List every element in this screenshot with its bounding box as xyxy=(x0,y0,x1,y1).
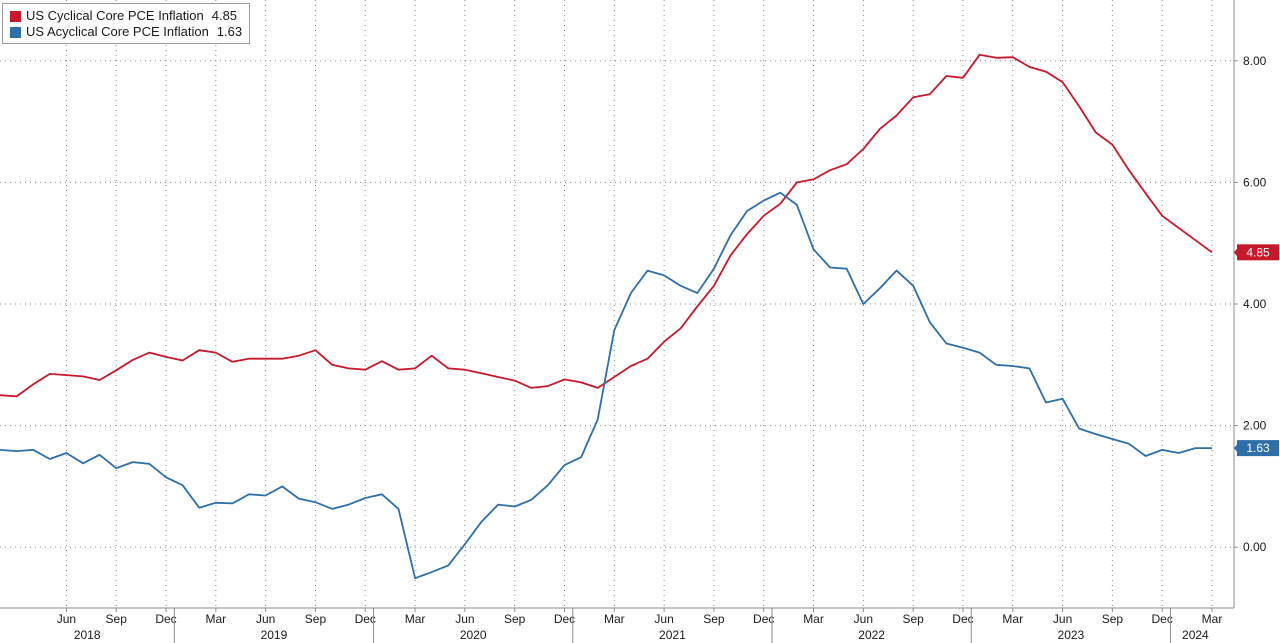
legend-item-cyclical: US Cyclical Core PCE Inflation 4.85 xyxy=(10,8,242,24)
x-tick-label: Mar xyxy=(803,612,824,626)
x-tick-label: Jun xyxy=(57,612,76,626)
legend-value-cyclical: 4.85 xyxy=(211,8,238,23)
x-tick-label: Mar xyxy=(205,612,226,626)
last-value-label-acyclical: 1.63 xyxy=(1246,441,1270,455)
last-value-pointer xyxy=(1234,247,1238,258)
x-tick-label: Sep xyxy=(1102,612,1124,626)
legend-swatch-cyclical xyxy=(10,10,21,22)
x-tick-label: Dec xyxy=(753,612,774,626)
x-tick-label: Dec xyxy=(1152,612,1173,626)
y-tick-label: 0.00 xyxy=(1243,540,1267,554)
series-line-cyclical xyxy=(0,53,1213,398)
year-label: 2021 xyxy=(659,628,686,642)
y-tick-label: 6.00 xyxy=(1243,175,1267,189)
chart-legend: US Cyclical Core PCE Inflation 4.85 US A… xyxy=(2,3,251,44)
last-value-tag-cyclical xyxy=(1237,244,1279,261)
x-tick-label: Dec xyxy=(355,612,376,626)
last-value-label-cyclical: 4.85 xyxy=(1246,245,1270,259)
x-tick-label: Sep xyxy=(106,612,128,626)
x-tick-label: Jun xyxy=(654,612,673,626)
x-tick-label: Jun xyxy=(256,612,275,626)
year-label: 2023 xyxy=(1058,628,1085,642)
legend-item-acyclical: US Acyclical Core PCE Inflation 1.63 xyxy=(10,24,242,40)
x-tick-label: Jun xyxy=(854,612,873,626)
legend-swatch-acyclical xyxy=(10,26,21,38)
x-tick-label: Sep xyxy=(504,612,526,626)
y-tick-label: 8.00 xyxy=(1243,54,1267,68)
year-label: 2018 xyxy=(74,628,101,642)
y-tick-label: 4.00 xyxy=(1243,297,1267,311)
x-tick-label: Dec xyxy=(155,612,176,626)
legend-value-acyclical: 1.63 xyxy=(216,24,243,39)
x-tick-label: Mar xyxy=(604,612,625,626)
legend-label-acyclical: US Acyclical Core PCE Inflation xyxy=(26,24,209,39)
x-tick-label: Dec xyxy=(952,612,973,626)
x-tick-label: Sep xyxy=(305,612,327,626)
x-tick-label: Dec xyxy=(554,612,575,626)
x-tick-label: Jun xyxy=(455,612,474,626)
x-tick-label: Sep xyxy=(703,612,725,626)
last-value-tag-acyclical xyxy=(1237,440,1279,457)
year-label: 2022 xyxy=(858,628,885,642)
legend-label-cyclical: US Cyclical Core PCE Inflation xyxy=(26,8,204,23)
x-tick-label: Mar xyxy=(1002,612,1023,626)
year-label: 2020 xyxy=(460,628,487,642)
x-tick-label: Jun xyxy=(1053,612,1072,626)
year-label: 2024 xyxy=(1182,628,1209,642)
series-line-acyclical xyxy=(0,191,1212,580)
x-tick-label: Mar xyxy=(1202,612,1223,626)
x-tick-label: Mar xyxy=(405,612,426,626)
last-value-pointer xyxy=(1234,443,1238,454)
x-tick-label: Sep xyxy=(902,612,924,626)
year-label: 2019 xyxy=(261,628,288,642)
y-tick-label: 2.00 xyxy=(1243,419,1267,433)
